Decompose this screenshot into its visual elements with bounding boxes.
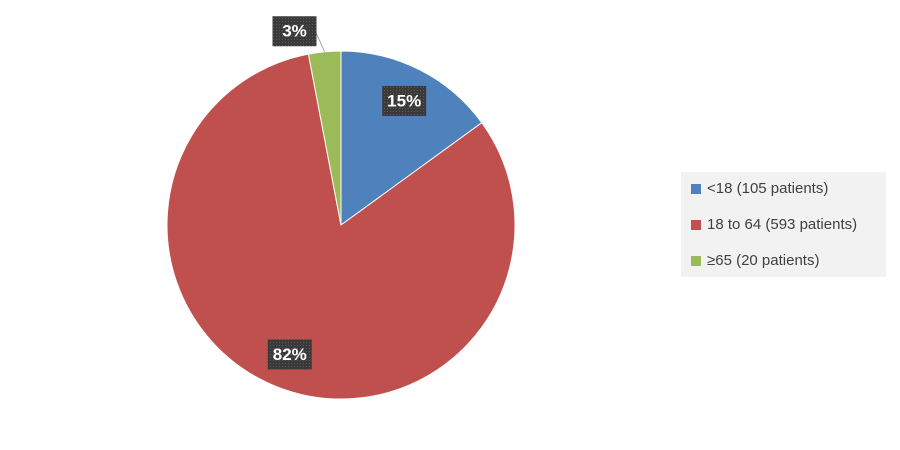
pie-slice xyxy=(340,50,483,226)
legend-swatch xyxy=(691,220,701,230)
pie-slice xyxy=(166,53,516,400)
label-box xyxy=(272,16,317,47)
data-label: 82% xyxy=(273,345,307,364)
data-label: 15% xyxy=(387,91,421,110)
legend-label: <18 (105 patients) xyxy=(707,180,828,197)
legend-swatch xyxy=(691,184,701,194)
legend-box xyxy=(681,172,886,277)
legend-label: 18 to 64 (593 patients) xyxy=(707,216,857,233)
pie-slice xyxy=(307,50,342,226)
legend-swatch xyxy=(691,256,701,266)
data-label: 3% xyxy=(282,22,307,41)
label-box xyxy=(267,339,312,370)
legend-label: ≥65 (20 patients) xyxy=(707,252,819,269)
label-box xyxy=(382,85,427,116)
